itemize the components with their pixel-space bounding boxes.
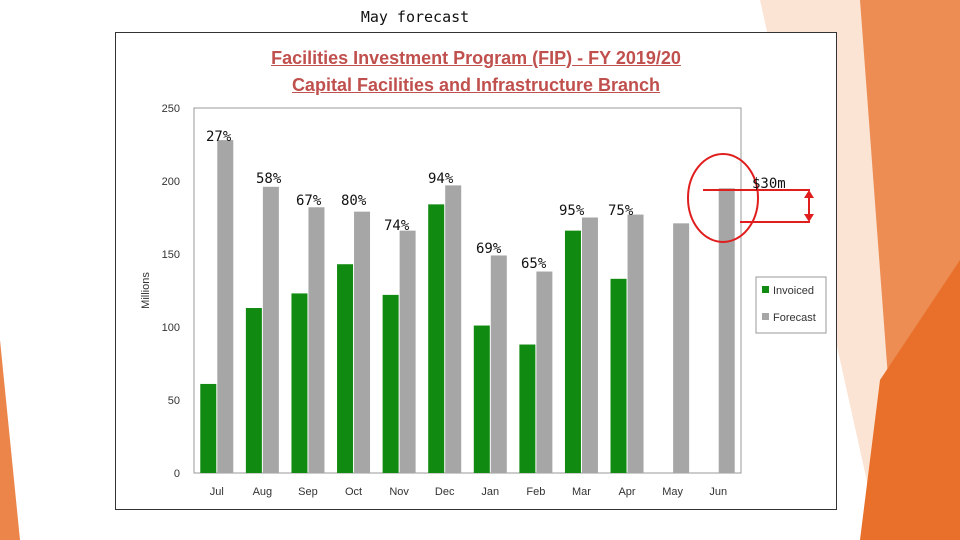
percent-annotation: 58% xyxy=(256,171,282,187)
invoiced-bar xyxy=(473,325,490,473)
percent-annotation: 94% xyxy=(428,171,454,187)
y-tick-label: 100 xyxy=(162,322,180,334)
x-tick-label: Dec xyxy=(435,486,455,498)
x-tick-label: Sep xyxy=(298,486,318,498)
percent-annotation: 95% xyxy=(559,203,585,219)
y-tick-label: 200 xyxy=(162,176,180,188)
x-tick-label: Nov xyxy=(389,486,409,498)
chart-title: Facilities Investment Program (FIP) - FY… xyxy=(116,45,836,99)
invoiced-bar xyxy=(337,264,354,473)
bar-chart: 0 50 100 150 200 250 Millions Jul Aug Sep Oct Nov De… xyxy=(140,103,827,498)
y-tick-label: 0 xyxy=(174,468,180,480)
percent-annotation: 67% xyxy=(296,193,322,209)
percent-annotation: 65% xyxy=(521,256,547,272)
y-axis-label: Millions xyxy=(140,272,152,309)
y-tick-label: 250 xyxy=(162,103,180,115)
forecast-bar xyxy=(354,211,371,473)
x-tick-label: Aug xyxy=(253,486,273,498)
percent-annotation: 75% xyxy=(608,203,634,219)
x-tick-label: Apr xyxy=(618,486,635,498)
chart-panel: Facilities Investment Program (FIP) - FY… xyxy=(115,32,837,510)
invoiced-bar xyxy=(291,293,308,473)
y-tick-label: 50 xyxy=(168,395,180,407)
invoiced-bar xyxy=(610,278,627,473)
percent-annotation: 69% xyxy=(476,241,502,257)
y-tick-label: 150 xyxy=(162,249,180,261)
forecast-bar xyxy=(673,223,690,473)
forecast-bar xyxy=(445,185,462,473)
x-tick-label: Feb xyxy=(526,486,545,498)
forecast-bar xyxy=(308,207,325,473)
plot-area xyxy=(193,107,742,474)
x-tick-label: Jun xyxy=(709,486,727,498)
forecast-bar xyxy=(581,217,598,473)
forecast-bar xyxy=(217,140,234,473)
chart-subtitle-line: Capital Facilities and Infrastructure Br… xyxy=(291,75,661,95)
right-accent-shape xyxy=(860,260,960,540)
forecast-bar xyxy=(262,186,279,473)
invoiced-bar xyxy=(564,230,581,473)
legend-swatch xyxy=(762,286,769,293)
forecast-bar xyxy=(399,230,416,473)
invoiced-bar xyxy=(245,308,262,473)
forecast-bar xyxy=(627,214,644,473)
chart-title-line: Facilities Investment Program (FIP) - FY… xyxy=(271,48,681,68)
left-accent-shape xyxy=(0,340,20,540)
x-tick-label: Jul xyxy=(210,486,224,498)
x-tick-label: Mar xyxy=(572,486,591,498)
slide-title: May forecast xyxy=(360,8,470,26)
percent-annotation: 74% xyxy=(384,218,410,234)
invoiced-bar xyxy=(428,204,445,474)
x-tick-label: Oct xyxy=(345,486,362,498)
invoiced-bar xyxy=(200,383,217,473)
forecast-bar xyxy=(490,255,507,473)
invoiced-bar xyxy=(519,344,536,473)
gap-annotation-label: $30m xyxy=(752,176,786,192)
x-tick-label: Jan xyxy=(481,486,499,498)
x-tick-label: May xyxy=(662,486,683,498)
percent-annotation: 27% xyxy=(206,129,232,145)
forecast-bar xyxy=(718,188,735,474)
invoiced-bar xyxy=(382,294,399,473)
legend-entry: Invoiced xyxy=(773,285,814,297)
forecast-bar xyxy=(536,271,553,473)
legend-entry: Forecast xyxy=(773,312,816,324)
legend: Invoiced Forecast xyxy=(755,276,827,334)
percent-annotation: 80% xyxy=(341,193,367,209)
legend-swatch xyxy=(762,313,769,320)
